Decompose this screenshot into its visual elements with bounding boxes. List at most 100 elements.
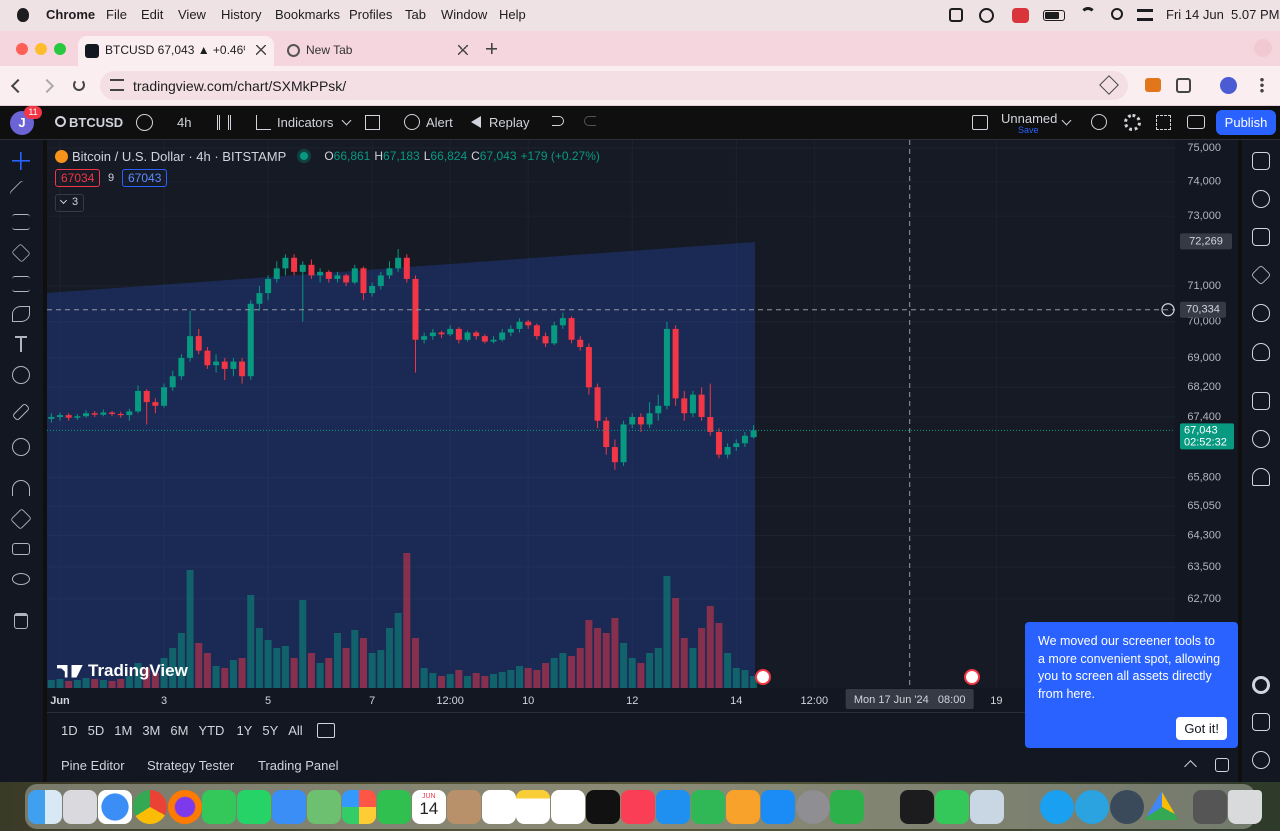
layout-save[interactable]: Save: [1018, 125, 1039, 135]
bid-box[interactable]: 67034: [55, 169, 101, 187]
extensions[interactable]: [1176, 78, 1191, 93]
app-safari[interactable]: [97, 789, 132, 824]
app-lock[interactable]: [935, 789, 970, 824]
publish-button[interactable]: Publish: [1216, 110, 1276, 135]
app-folder[interactable]: [1193, 789, 1228, 824]
back[interactable]: [10, 78, 26, 94]
app-trash[interactable]: [1228, 789, 1263, 824]
tab-close[interactable]: [256, 45, 266, 55]
fib-tool[interactable]: [12, 214, 30, 230]
app-reminders[interactable]: [481, 789, 516, 824]
range[interactable]: All: [288, 722, 303, 738]
menu-item[interactable]: Help: [499, 7, 526, 22]
date-range-picker[interactable]: [316, 722, 335, 738]
omnibox[interactable]: tradingview.com/chart/SXMkPPsk/: [100, 71, 1128, 100]
watchlist[interactable]: [1252, 152, 1270, 170]
app-skype[interactable]: [1039, 789, 1074, 824]
menu-item[interactable]: Window: [441, 7, 488, 22]
layout-name[interactable]: Unnamed: [1001, 111, 1058, 126]
drawing-shape[interactable]: [47, 242, 755, 688]
search[interactable]: [1111, 8, 1123, 20]
brush-tool[interactable]: [12, 306, 30, 322]
app-store[interactable]: [760, 789, 795, 824]
layout-icon[interactable]: [972, 115, 988, 130]
undo[interactable]: [552, 116, 564, 126]
app-quicktime[interactable]: [1109, 789, 1144, 824]
control-center[interactable]: [1137, 9, 1153, 21]
lock-tool[interactable]: [12, 543, 30, 555]
range[interactable]: 1D: [61, 722, 78, 738]
pattern-tool[interactable]: [11, 243, 31, 263]
alert[interactable]: Alert: [426, 115, 453, 130]
panel-tab[interactable]: Pine Editor: [61, 758, 125, 773]
app-numbers[interactable]: [690, 789, 725, 824]
site-info[interactable]: [110, 79, 124, 91]
app-finder[interactable]: [28, 789, 62, 824]
app-calendar[interactable]: JUN 14: [411, 789, 446, 824]
remove-tool[interactable]: [14, 613, 28, 629]
magnet-tool[interactable]: [12, 480, 30, 496]
range[interactable]: 6M: [170, 722, 189, 738]
quick-search[interactable]: [1091, 114, 1107, 130]
app-screenshot[interactable]: [900, 789, 935, 824]
chart-type[interactable]: [217, 115, 231, 130]
panel-tab[interactable]: Trading Panel: [258, 758, 339, 773]
status-icon[interactable]: [949, 8, 963, 22]
legend-title[interactable]: Bitcoin / U.S. Dollar · 4h · BITSTAMP: [72, 148, 287, 164]
app-launchpad[interactable]: [62, 789, 97, 824]
menu-item[interactable]: History: [221, 7, 262, 22]
chats[interactable]: [1252, 392, 1270, 410]
app-mail[interactable]: [272, 789, 307, 824]
measure-tool[interactable]: [11, 402, 31, 422]
app-unknown[interactable]: [865, 790, 899, 824]
app-whatsapp[interactable]: [237, 789, 272, 824]
settings[interactable]: [1124, 114, 1141, 131]
event-flag[interactable]: [755, 669, 771, 685]
range[interactable]: 5D: [87, 722, 105, 738]
app-settings[interactable]: [795, 789, 830, 824]
panel-maximize[interactable]: [1215, 758, 1229, 772]
app-maps[interactable]: [307, 789, 342, 824]
chrome-menu[interactable]: [1260, 77, 1264, 93]
layout-menu[interactable]: [1061, 115, 1072, 126]
app-unknown[interactable]: [1005, 790, 1039, 824]
symbol-search-icon[interactable]: [55, 116, 66, 127]
profile[interactable]: [1220, 77, 1237, 94]
panel-tab[interactable]: Strategy Tester: [147, 758, 235, 773]
popup-button[interactable]: Got it!: [1176, 716, 1227, 740]
range[interactable]: 1Y: [236, 722, 253, 738]
range[interactable]: YTD: [198, 722, 225, 738]
prediction-tool[interactable]: [12, 276, 30, 292]
replay-icon[interactable]: [471, 116, 481, 128]
visibility-tool[interactable]: [12, 573, 30, 585]
bookmark-star[interactable]: [1099, 75, 1119, 95]
menu-item[interactable]: View: [178, 7, 206, 22]
app-notes[interactable]: [516, 789, 551, 824]
status-icon[interactable]: [1012, 8, 1029, 23]
streams[interactable]: [1252, 430, 1270, 448]
status-icon[interactable]: [979, 8, 994, 23]
tab-close[interactable]: [458, 45, 468, 55]
snapshot[interactable]: [1187, 115, 1205, 129]
interval[interactable]: 4h: [177, 115, 192, 130]
menu-item[interactable]: Profiles: [349, 7, 393, 22]
menu-item[interactable]: Edit: [141, 7, 164, 22]
crosshair-tool[interactable]: [12, 152, 30, 170]
alerts[interactable]: [1252, 190, 1270, 208]
tab-search[interactable]: [1254, 39, 1272, 57]
indicators-icon[interactable]: [256, 115, 271, 130]
trend-line-tool[interactable]: [8, 179, 34, 205]
app-music[interactable]: [621, 789, 656, 824]
clock[interactable]: Fri 14 Jun 5.07 PM: [1166, 7, 1280, 22]
fullscreen[interactable]: [1156, 115, 1171, 130]
layouts[interactable]: [365, 115, 380, 130]
tab-active[interactable]: BTCUSD 67,043 ▲ +0.46% U: [78, 36, 274, 66]
apple-logo[interactable]: [17, 8, 29, 22]
symbol[interactable]: BTCUSD: [69, 115, 124, 130]
app-messages[interactable]: [202, 789, 237, 824]
reload[interactable]: [73, 79, 85, 91]
window-minimize[interactable]: [35, 43, 47, 55]
window-close[interactable]: [16, 43, 28, 55]
event-flag[interactable]: [964, 669, 980, 685]
range[interactable]: 1M: [114, 722, 133, 738]
